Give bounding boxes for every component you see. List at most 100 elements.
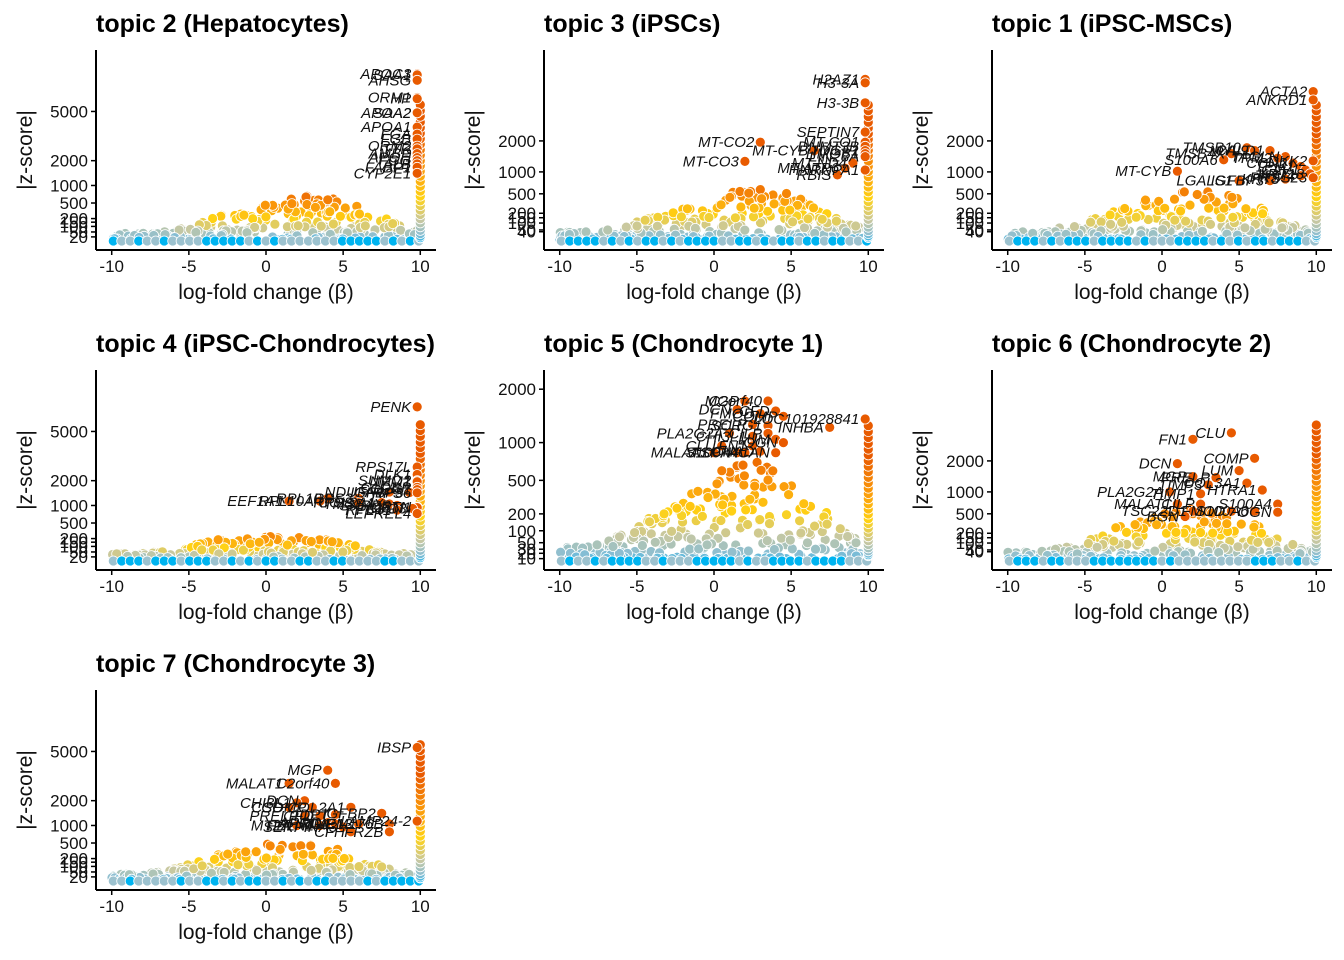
- data-point: [739, 224, 751, 236]
- data-point: [666, 526, 677, 537]
- data-point: [305, 840, 317, 852]
- data-point: [286, 198, 298, 210]
- x-tick-label: -10: [995, 577, 1020, 596]
- gene-label: TIMP1: [1150, 486, 1194, 503]
- data-point: [831, 215, 842, 227]
- labelled-point: [1272, 152, 1284, 164]
- data-point: [1252, 537, 1264, 548]
- y-tick-label: 1000: [498, 163, 536, 182]
- gene-label: RBIS: [796, 167, 831, 184]
- data-point: [715, 515, 727, 526]
- data-point: [769, 544, 780, 555]
- gene-label: FMOD: [710, 406, 754, 423]
- y-tick-label: 200: [60, 530, 88, 549]
- gene-label: IGFBP5: [350, 485, 404, 502]
- y-tick-label: 500: [956, 505, 984, 524]
- gene-label: S100A4: [1218, 496, 1271, 513]
- gene-label: CALD1: [1216, 143, 1264, 160]
- data-point: [730, 212, 741, 224]
- labelled-point: [762, 427, 774, 439]
- labelled-point: [1172, 458, 1183, 470]
- labelled-point: [859, 77, 871, 89]
- data-point: [1195, 527, 1206, 538]
- gene-label: C1QBP: [360, 479, 411, 496]
- data-point: [834, 523, 846, 535]
- labelled-point: [1202, 479, 1214, 491]
- gene-label: OGN: [1238, 504, 1272, 521]
- data-point: [711, 478, 723, 490]
- data-point: [264, 840, 276, 852]
- data-point: [338, 853, 350, 864]
- gene-label: CILP: [729, 425, 762, 442]
- data-point: [629, 527, 640, 538]
- data-point: [1169, 214, 1181, 226]
- data-point: [724, 191, 736, 203]
- gene-label: HMGB1: [806, 146, 859, 163]
- gene-label: BGN: [1147, 509, 1180, 526]
- x-tick-label: 10: [1307, 577, 1326, 596]
- gene-label: MALAT1: [226, 775, 283, 792]
- gene-label: DLK1: [374, 467, 412, 484]
- gene-label: CFH: [314, 824, 345, 841]
- gene-label: FGG: [379, 153, 412, 170]
- x-axis-label: log-fold change (β): [626, 601, 802, 624]
- gene-label: RPL41: [345, 502, 391, 519]
- labelled-point: [345, 826, 357, 838]
- gene-label: GPC3: [366, 501, 408, 518]
- labelled-point: [383, 826, 395, 838]
- labelled-point: [283, 801, 295, 813]
- labelled-point: [1256, 484, 1268, 496]
- point-cloud: [106, 739, 426, 887]
- data-point: [631, 220, 643, 232]
- data-point: [744, 493, 756, 505]
- labelled-point: [411, 401, 423, 413]
- gene-label: MGP: [288, 762, 322, 779]
- data-point: [778, 481, 790, 493]
- data-point: [764, 518, 775, 529]
- y-tick-label: 5000: [50, 422, 88, 441]
- data-point: [754, 184, 766, 196]
- y-tick-label: 2000: [946, 452, 984, 471]
- data-point: [810, 543, 821, 555]
- gene-label: H3-3B: [817, 95, 860, 112]
- labelled-point: [1187, 433, 1199, 445]
- gene-label: CLU: [686, 438, 716, 455]
- data-point: [1091, 541, 1103, 553]
- panel-title: topic 4 (iPSC-Chondrocytes): [96, 330, 435, 358]
- gene-label: S100A6: [1195, 503, 1249, 520]
- data-point: [322, 194, 334, 206]
- data-point: [809, 520, 820, 532]
- data-point: [1170, 527, 1182, 538]
- y-tick-label: 150: [60, 853, 88, 872]
- y-tick-label: 20: [69, 548, 88, 567]
- gene-labels: APOC3SAA1AHSGORM1HPAPOA2SAA2APOA1FGAFGBO…: [354, 66, 412, 182]
- data-point: [1184, 199, 1196, 211]
- data-point: [743, 545, 754, 557]
- gene-label: RPS17L: [355, 459, 411, 476]
- x-tick-label: -5: [181, 257, 196, 276]
- x-tick-label: 5: [1234, 257, 1243, 276]
- gene-label: CFD: [739, 403, 770, 420]
- data-point: [1110, 522, 1122, 534]
- labelled-point: [1179, 511, 1191, 522]
- data-point: [842, 531, 853, 542]
- data-point: [1205, 218, 1216, 230]
- y-tick-label: 1000: [498, 434, 536, 453]
- labelled-point: [1280, 173, 1291, 185]
- gene-label: MT-CYB: [752, 143, 808, 160]
- gene-label: DPT: [299, 807, 331, 824]
- y-tick-label: 100: [60, 537, 88, 556]
- data-point: [281, 539, 293, 551]
- gene-label: CHAD: [712, 443, 755, 460]
- gene-label: APOA1: [360, 119, 411, 136]
- gene-label: S100A4: [686, 445, 739, 462]
- data-point: [1151, 519, 1162, 531]
- gene-label: HTRA1: [1207, 482, 1256, 499]
- labelled-point: [778, 410, 789, 422]
- x-axis-label: log-fold change (β): [178, 921, 354, 944]
- data-point: [799, 222, 810, 234]
- gene-label: ALB: [382, 156, 411, 173]
- gene-label: OGN: [743, 435, 777, 452]
- data-point: [720, 527, 732, 539]
